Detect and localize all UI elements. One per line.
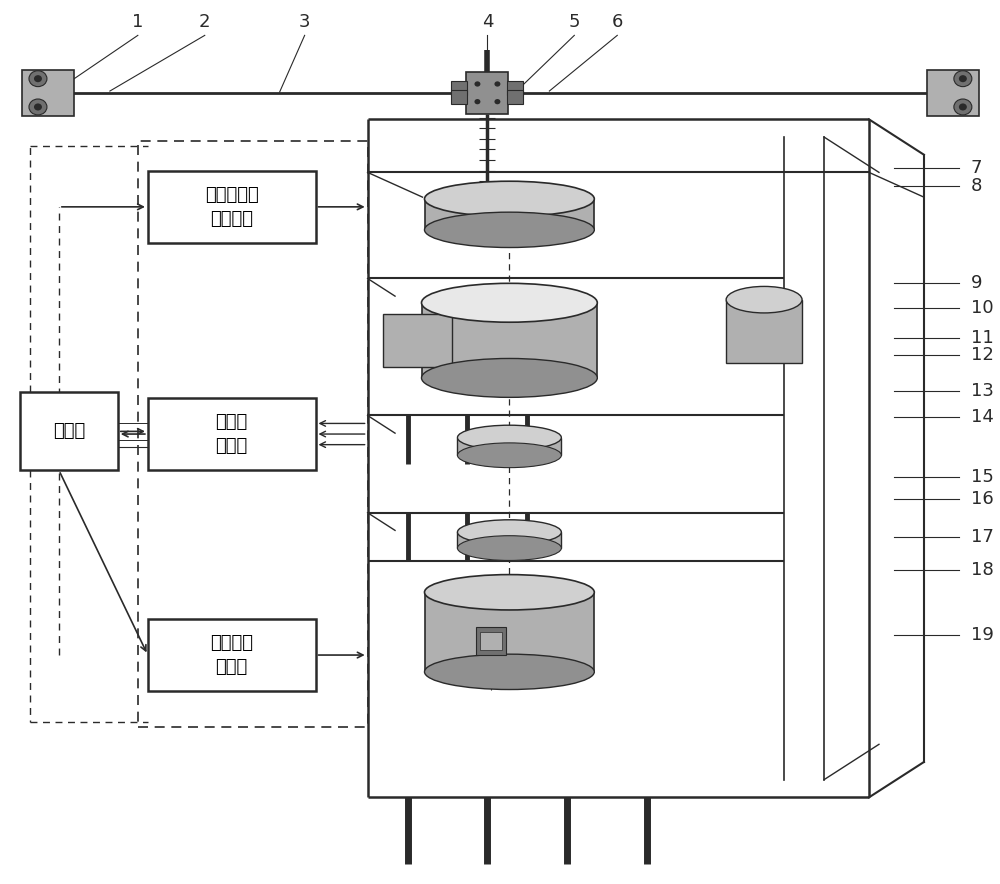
Text: 12: 12	[971, 347, 994, 364]
Polygon shape	[425, 592, 594, 672]
Text: 信号接
收模块: 信号接 收模块	[216, 413, 248, 455]
Text: 7: 7	[971, 159, 982, 177]
FancyBboxPatch shape	[507, 90, 523, 104]
Circle shape	[494, 81, 500, 87]
Ellipse shape	[425, 575, 594, 610]
Text: 步进电机
驱动器: 步进电机 驱动器	[210, 634, 253, 676]
Text: 10: 10	[971, 299, 993, 316]
Text: 18: 18	[971, 561, 994, 579]
Ellipse shape	[457, 443, 561, 468]
Text: 16: 16	[971, 491, 994, 508]
Text: 13: 13	[971, 382, 994, 400]
Ellipse shape	[422, 283, 597, 322]
FancyBboxPatch shape	[148, 171, 316, 243]
Text: 4: 4	[482, 13, 493, 31]
Circle shape	[494, 99, 500, 104]
Ellipse shape	[422, 359, 597, 397]
Circle shape	[29, 99, 47, 115]
FancyBboxPatch shape	[507, 81, 523, 95]
Circle shape	[954, 99, 972, 115]
FancyBboxPatch shape	[451, 81, 467, 95]
Ellipse shape	[425, 181, 594, 217]
FancyBboxPatch shape	[148, 398, 316, 470]
Text: 11: 11	[971, 329, 994, 347]
Ellipse shape	[457, 520, 561, 545]
Circle shape	[954, 71, 972, 87]
Ellipse shape	[457, 425, 561, 450]
Text: 6: 6	[612, 13, 623, 31]
Circle shape	[34, 103, 42, 110]
Polygon shape	[726, 300, 802, 363]
Text: 8: 8	[971, 177, 982, 194]
Text: 5: 5	[569, 13, 580, 31]
Polygon shape	[425, 199, 594, 230]
Text: 14: 14	[971, 408, 994, 426]
Polygon shape	[457, 532, 561, 548]
FancyBboxPatch shape	[476, 627, 506, 655]
Text: 3: 3	[299, 13, 310, 31]
Ellipse shape	[726, 286, 802, 313]
Ellipse shape	[425, 212, 594, 248]
Polygon shape	[383, 314, 452, 367]
Text: 15: 15	[971, 469, 994, 486]
Text: 计算机: 计算机	[53, 423, 85, 440]
Circle shape	[34, 75, 42, 82]
Polygon shape	[422, 302, 597, 377]
FancyBboxPatch shape	[466, 72, 508, 114]
Circle shape	[474, 99, 480, 104]
Polygon shape	[457, 438, 561, 455]
Ellipse shape	[425, 654, 594, 690]
Text: 9: 9	[971, 274, 982, 292]
Ellipse shape	[457, 536, 561, 560]
Text: 1: 1	[132, 13, 144, 31]
FancyBboxPatch shape	[927, 70, 979, 116]
FancyBboxPatch shape	[20, 392, 118, 470]
FancyBboxPatch shape	[451, 90, 467, 104]
FancyBboxPatch shape	[22, 70, 74, 116]
Text: 19: 19	[971, 626, 994, 644]
Text: 磁流变阻尼
器驱动器: 磁流变阻尼 器驱动器	[205, 186, 259, 228]
Text: 2: 2	[199, 13, 211, 31]
FancyBboxPatch shape	[480, 632, 502, 650]
Text: 17: 17	[971, 529, 994, 546]
Circle shape	[959, 103, 967, 110]
Circle shape	[959, 75, 967, 82]
FancyBboxPatch shape	[148, 619, 316, 691]
Circle shape	[29, 71, 47, 87]
Circle shape	[474, 81, 480, 87]
